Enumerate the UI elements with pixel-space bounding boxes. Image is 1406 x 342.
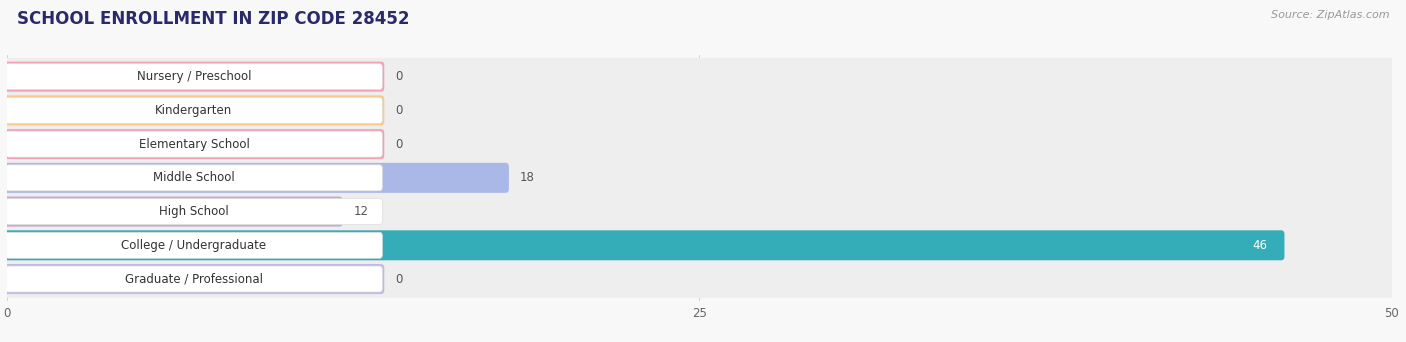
FancyBboxPatch shape — [6, 97, 382, 123]
Text: 18: 18 — [519, 171, 534, 184]
FancyBboxPatch shape — [3, 92, 1396, 129]
FancyBboxPatch shape — [4, 197, 343, 227]
Text: 12: 12 — [353, 205, 368, 218]
FancyBboxPatch shape — [4, 264, 384, 294]
Text: Kindergarten: Kindergarten — [156, 104, 232, 117]
FancyBboxPatch shape — [3, 58, 1396, 95]
Text: Middle School: Middle School — [153, 171, 235, 184]
FancyBboxPatch shape — [6, 165, 382, 191]
Text: Elementary School: Elementary School — [139, 137, 249, 150]
FancyBboxPatch shape — [3, 126, 1396, 163]
Text: SCHOOL ENROLLMENT IN ZIP CODE 28452: SCHOOL ENROLLMENT IN ZIP CODE 28452 — [17, 10, 409, 28]
FancyBboxPatch shape — [4, 62, 384, 92]
Text: 0: 0 — [395, 137, 402, 150]
FancyBboxPatch shape — [6, 199, 382, 225]
FancyBboxPatch shape — [3, 193, 1396, 230]
FancyBboxPatch shape — [4, 230, 1285, 260]
FancyBboxPatch shape — [3, 260, 1396, 298]
FancyBboxPatch shape — [4, 95, 384, 126]
FancyBboxPatch shape — [4, 129, 384, 159]
Text: Graduate / Professional: Graduate / Professional — [125, 273, 263, 286]
FancyBboxPatch shape — [6, 131, 382, 157]
FancyBboxPatch shape — [6, 64, 382, 90]
Text: Nursery / Preschool: Nursery / Preschool — [136, 70, 252, 83]
Text: 0: 0 — [395, 70, 402, 83]
Text: High School: High School — [159, 205, 229, 218]
Text: College / Undergraduate: College / Undergraduate — [121, 239, 267, 252]
Text: 46: 46 — [1253, 239, 1267, 252]
FancyBboxPatch shape — [3, 159, 1396, 197]
Text: 0: 0 — [395, 104, 402, 117]
FancyBboxPatch shape — [3, 227, 1396, 264]
Text: 0: 0 — [395, 273, 402, 286]
FancyBboxPatch shape — [6, 266, 382, 292]
Text: Source: ZipAtlas.com: Source: ZipAtlas.com — [1271, 10, 1389, 20]
FancyBboxPatch shape — [4, 163, 509, 193]
FancyBboxPatch shape — [6, 232, 382, 258]
